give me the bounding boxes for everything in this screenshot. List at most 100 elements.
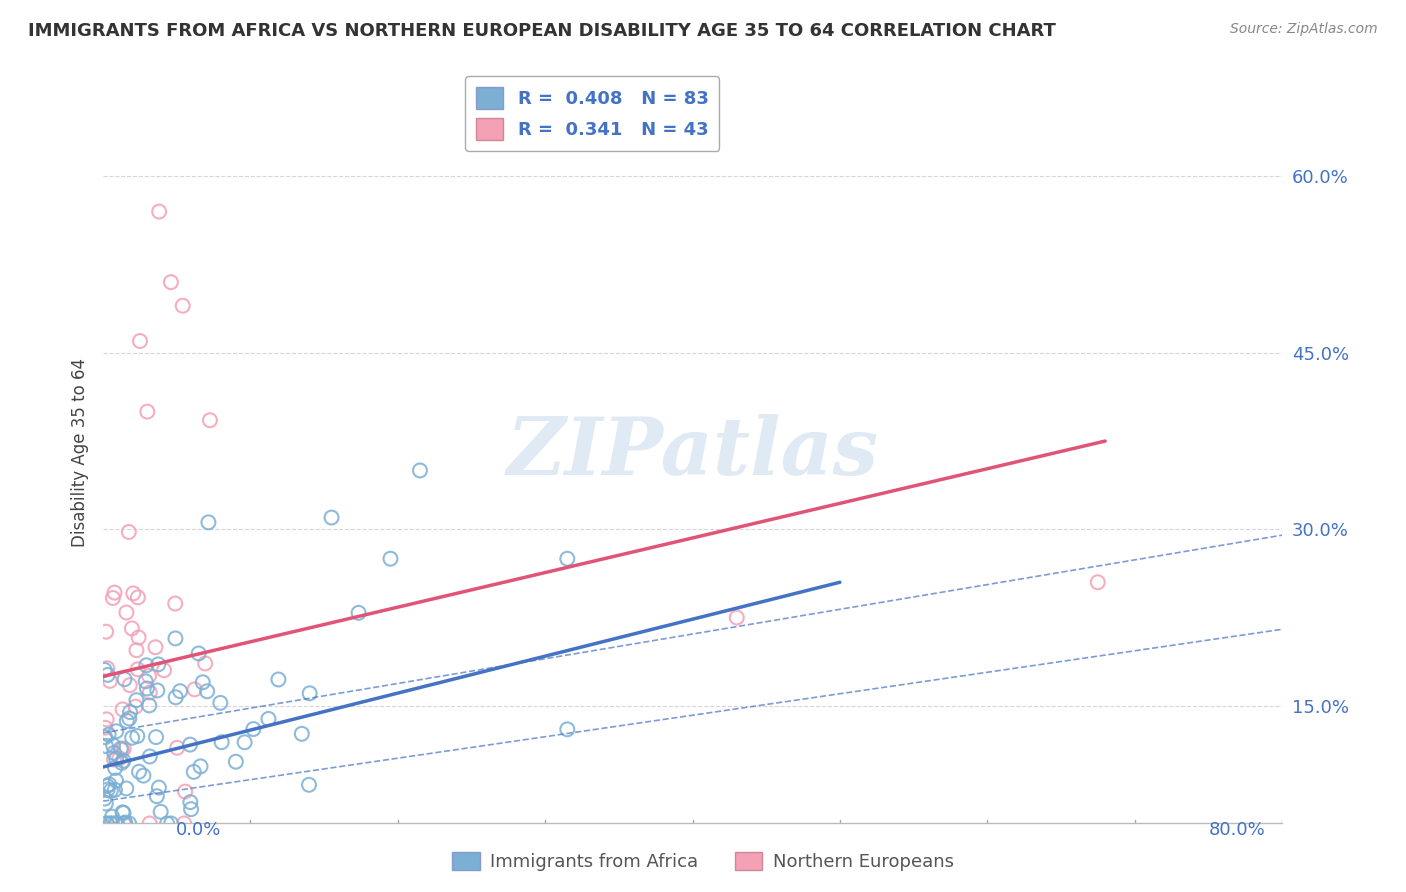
Point bbox=[257, 712, 280, 726]
Point bbox=[121, 622, 143, 636]
Point bbox=[105, 816, 128, 830]
Point bbox=[108, 751, 131, 765]
Point bbox=[112, 754, 135, 768]
Point bbox=[124, 699, 146, 714]
Point bbox=[160, 816, 183, 830]
Point bbox=[98, 673, 121, 688]
Point bbox=[165, 597, 187, 611]
Point bbox=[115, 781, 138, 796]
Point bbox=[139, 749, 162, 764]
Point bbox=[114, 816, 136, 830]
Point bbox=[725, 610, 748, 624]
Point bbox=[125, 643, 148, 657]
Point bbox=[191, 675, 214, 690]
Point bbox=[115, 714, 138, 728]
Legend: Immigrants from Africa, Northern Europeans: Immigrants from Africa, Northern Europea… bbox=[446, 845, 960, 879]
Point bbox=[136, 404, 159, 418]
Text: 80.0%: 80.0% bbox=[1209, 821, 1265, 838]
Point bbox=[149, 805, 172, 819]
Point bbox=[173, 816, 195, 830]
Point bbox=[125, 693, 148, 707]
Point bbox=[148, 780, 170, 795]
Point bbox=[94, 721, 117, 735]
Point bbox=[94, 624, 117, 639]
Point bbox=[96, 779, 118, 793]
Point bbox=[174, 784, 197, 798]
Point bbox=[114, 672, 136, 686]
Point bbox=[118, 711, 141, 725]
Point bbox=[105, 724, 128, 739]
Point bbox=[166, 740, 188, 755]
Point bbox=[115, 606, 138, 620]
Point bbox=[138, 816, 160, 830]
Point bbox=[112, 741, 135, 756]
Point bbox=[104, 773, 127, 788]
Point bbox=[146, 683, 169, 698]
Point bbox=[110, 741, 132, 756]
Point bbox=[103, 746, 125, 760]
Point bbox=[103, 585, 125, 599]
Point bbox=[118, 678, 141, 692]
Point bbox=[190, 759, 212, 773]
Point bbox=[101, 739, 124, 753]
Point bbox=[100, 816, 122, 830]
Point bbox=[100, 783, 122, 797]
Point bbox=[1087, 575, 1109, 590]
Point bbox=[97, 728, 120, 742]
Point bbox=[225, 755, 247, 769]
Point bbox=[156, 816, 179, 830]
Point bbox=[118, 524, 141, 539]
Point bbox=[101, 591, 124, 605]
Point bbox=[121, 731, 143, 745]
Point bbox=[96, 661, 118, 675]
Point bbox=[111, 743, 134, 757]
Point bbox=[139, 685, 162, 699]
Point bbox=[160, 275, 183, 289]
Point bbox=[183, 764, 205, 779]
Point bbox=[165, 690, 187, 705]
Point bbox=[145, 730, 167, 744]
Point bbox=[104, 816, 127, 830]
Point bbox=[298, 778, 321, 792]
Point bbox=[209, 696, 232, 710]
Point bbox=[127, 662, 149, 676]
Point bbox=[128, 764, 150, 779]
Point bbox=[136, 681, 159, 696]
Point bbox=[122, 586, 145, 600]
Point bbox=[165, 632, 187, 646]
Point bbox=[321, 510, 343, 524]
Point bbox=[93, 663, 115, 677]
Point bbox=[112, 816, 135, 830]
Point bbox=[153, 663, 176, 677]
Point bbox=[105, 752, 128, 766]
Point bbox=[101, 810, 124, 824]
Point bbox=[132, 769, 155, 783]
Point bbox=[347, 606, 370, 620]
Point bbox=[198, 413, 221, 427]
Point bbox=[183, 682, 205, 697]
Point bbox=[94, 797, 117, 811]
Point bbox=[112, 805, 135, 820]
Point bbox=[127, 591, 149, 605]
Point bbox=[118, 705, 141, 719]
Point bbox=[138, 669, 160, 683]
Point bbox=[148, 657, 170, 672]
Point bbox=[111, 702, 134, 716]
Text: ZIPatlas: ZIPatlas bbox=[506, 414, 879, 491]
Point bbox=[96, 816, 118, 830]
Point bbox=[111, 756, 134, 770]
Point bbox=[179, 738, 201, 752]
Legend: R =  0.408   N = 83, R =  0.341   N = 43: R = 0.408 N = 83, R = 0.341 N = 43 bbox=[465, 77, 720, 151]
Point bbox=[96, 816, 118, 830]
Point bbox=[135, 658, 157, 673]
Point bbox=[211, 735, 233, 749]
Point bbox=[94, 730, 117, 744]
Point bbox=[97, 668, 120, 682]
Point bbox=[172, 299, 194, 313]
Point bbox=[169, 684, 191, 698]
Text: IMMIGRANTS FROM AFRICA VS NORTHERN EUROPEAN DISABILITY AGE 35 TO 64 CORRELATION : IMMIGRANTS FROM AFRICA VS NORTHERN EUROP… bbox=[28, 22, 1056, 40]
Point bbox=[187, 647, 209, 661]
Point bbox=[242, 722, 264, 736]
Y-axis label: Disability Age 35 to 64: Disability Age 35 to 64 bbox=[72, 359, 89, 548]
Point bbox=[103, 752, 125, 766]
